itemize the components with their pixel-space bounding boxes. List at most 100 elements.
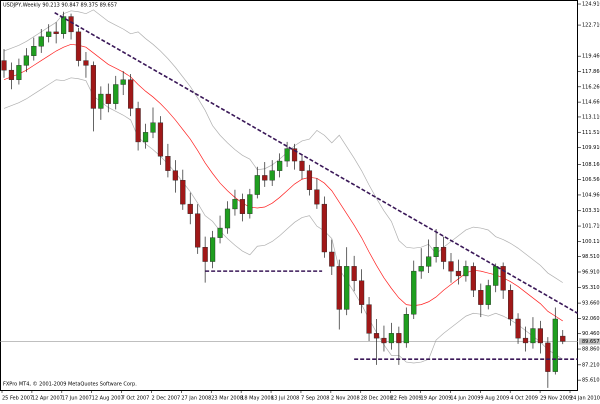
y-tick-label: 122.710 <box>582 23 600 29</box>
candle-body <box>314 189 320 205</box>
candle-body <box>396 333 402 344</box>
candle-body <box>530 328 536 344</box>
band-line <box>3 77 563 364</box>
x-tick-label: 29 Nov 2009 <box>540 396 572 402</box>
candle-body <box>284 148 290 162</box>
candle-body <box>478 290 484 305</box>
candle-body <box>433 247 439 257</box>
candle-body <box>23 55 29 66</box>
candle-body <box>448 261 454 272</box>
candle-body <box>53 31 59 34</box>
candle-body <box>366 304 372 334</box>
x-tick-label: 28 Dec 2008 <box>361 396 393 402</box>
x-tick-label: 18 May 2008 <box>241 396 274 402</box>
candle-body <box>388 333 395 344</box>
last-price-label: 89.657 <box>582 339 600 345</box>
y-tick-label: 108.160 <box>582 162 600 168</box>
candle-body <box>1 60 7 71</box>
y-tick-label: 96.910 <box>582 269 600 275</box>
candle-body <box>426 256 432 267</box>
chart-title: USDJPY,Weekly 90.213 90.847 89.375 89.65… <box>3 3 117 9</box>
candle-body <box>411 270 417 315</box>
x-tick-label: 14 Jun 2009 <box>450 396 480 402</box>
candle-body <box>351 266 357 281</box>
y-tick-label: 113.110 <box>582 114 600 120</box>
x-tick-label: 23 Mar 2008 <box>211 396 243 402</box>
y-tick-label: 88.860 <box>582 347 600 353</box>
y-tick-label: 106.560 <box>582 177 600 183</box>
x-tick-label: 22 Feb 2009 <box>391 396 422 402</box>
y-tick-label: 95.310 <box>582 285 600 291</box>
candle-body <box>224 208 231 229</box>
y-tick-label: 85.610 <box>582 378 600 384</box>
candle-body <box>552 318 558 372</box>
candle-body <box>470 266 476 291</box>
candle-body <box>38 36 44 47</box>
x-tick-label: 2 Dec 2007 <box>151 396 180 402</box>
candle-body <box>187 203 193 214</box>
x-tick-label: 9 Aug 2009 <box>480 396 509 402</box>
candle-body <box>306 170 313 190</box>
candle-body <box>359 280 365 305</box>
last-price-box <box>579 338 600 345</box>
y-tick-label: 114.660 <box>582 100 600 106</box>
y-tick-label: 111.510 <box>582 130 600 136</box>
candle-body <box>321 203 327 253</box>
candle-body <box>522 337 529 344</box>
candle-body <box>120 79 126 85</box>
candle-body <box>128 79 134 109</box>
candle-body <box>500 266 506 291</box>
x-tick-label: 12 Aug 2007 <box>92 396 124 402</box>
candle-body <box>485 285 491 305</box>
candle-body <box>98 93 104 109</box>
y-tick-label: 101.710 <box>582 224 600 230</box>
x-tick-label: 19 Apr 2009 <box>421 396 452 402</box>
y-tick-label: 109.910 <box>582 145 600 151</box>
candle-body <box>31 46 37 56</box>
candle-body <box>195 213 201 248</box>
candle-body <box>455 270 462 277</box>
y-tick-label: 103.310 <box>582 208 600 214</box>
candle-body <box>61 16 67 34</box>
candle-body <box>150 122 156 133</box>
y-tick-label: 104.960 <box>582 192 600 198</box>
candle-body <box>172 170 178 181</box>
candle-body <box>135 108 141 143</box>
candle-body <box>329 251 335 267</box>
candle-body <box>269 170 275 181</box>
candle-body <box>113 84 119 104</box>
candle-body <box>254 175 260 195</box>
plot-frame <box>0 0 578 391</box>
candle-body <box>403 314 409 344</box>
candle-body <box>90 65 97 109</box>
candle-body <box>83 60 89 66</box>
candle-body <box>247 194 253 214</box>
candle-body <box>165 156 171 171</box>
candle-body <box>105 93 111 104</box>
y-tick-label: 100.110 <box>582 239 600 245</box>
y-tick-label: 116.260 <box>582 84 600 90</box>
candle-body <box>493 266 499 286</box>
candle-body <box>68 16 74 33</box>
x-tick-label: 7 Sep 2008 <box>301 396 330 402</box>
candle-body <box>262 175 268 181</box>
candle-body <box>142 132 149 143</box>
candle-body <box>336 266 342 310</box>
candle-body <box>232 199 238 210</box>
candle-body <box>239 199 246 214</box>
candle-body <box>180 180 186 205</box>
candle-body <box>560 335 566 342</box>
candle-body <box>217 227 223 238</box>
candle-body <box>381 337 387 344</box>
x-tick-label: 13 Jul 2008 <box>271 396 299 402</box>
x-tick-label: 17 Jun 2007 <box>62 396 92 402</box>
candle-body <box>209 237 216 262</box>
candle-body <box>157 122 164 157</box>
candle-body <box>8 69 15 80</box>
y-tick-label: 87.210 <box>582 362 600 368</box>
candle-body <box>463 266 469 277</box>
x-tick-label: 12 Apr 2007 <box>32 396 63 402</box>
trend-line <box>54 12 579 314</box>
